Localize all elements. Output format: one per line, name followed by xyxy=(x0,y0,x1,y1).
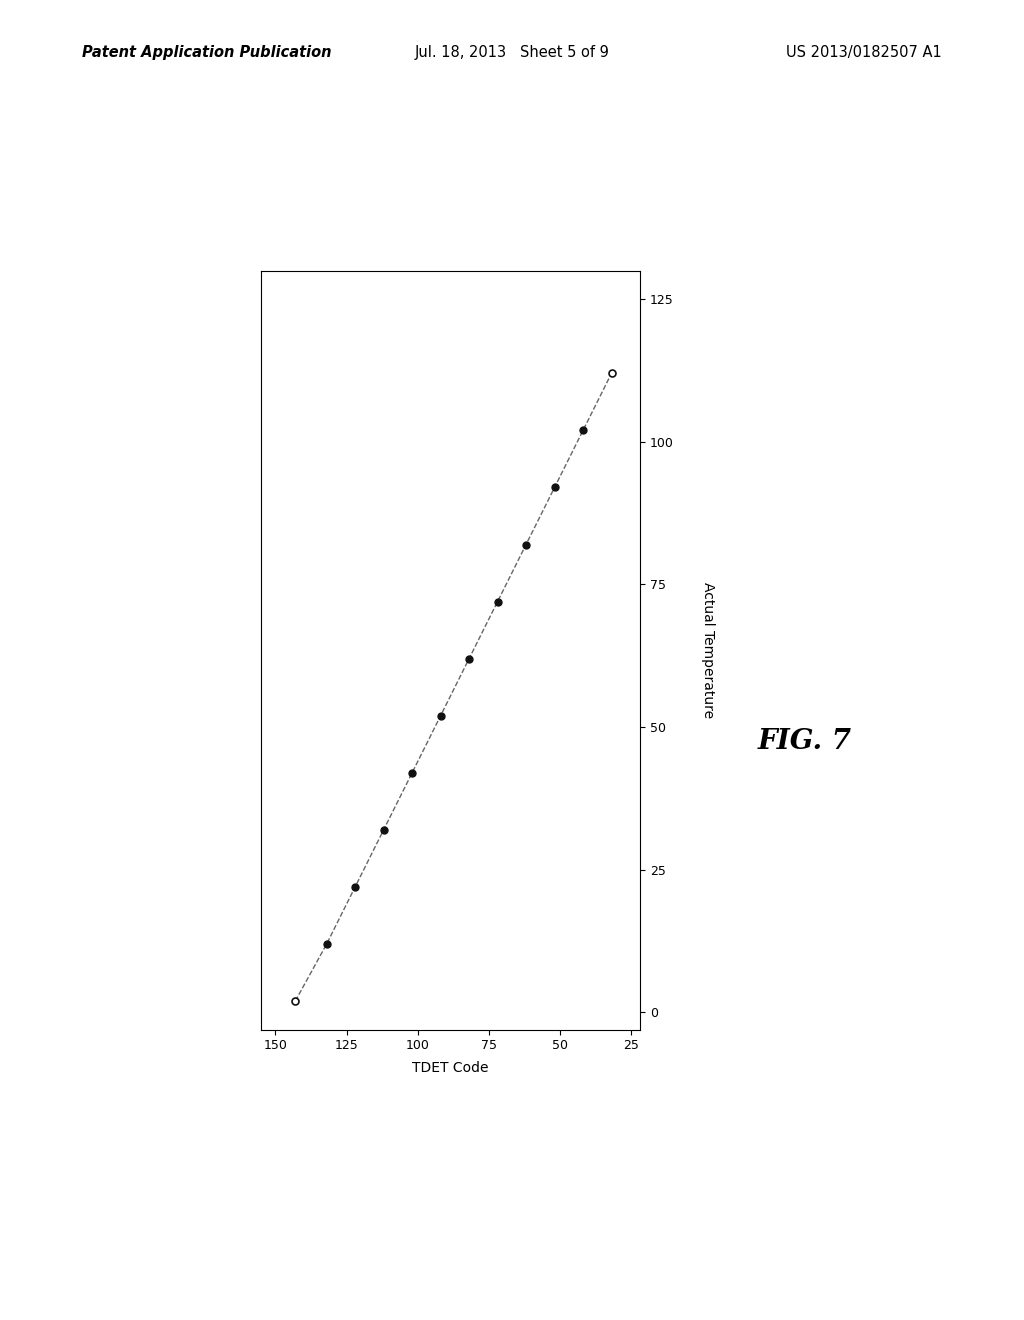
Text: Jul. 18, 2013   Sheet 5 of 9: Jul. 18, 2013 Sheet 5 of 9 xyxy=(415,45,609,59)
Text: Patent Application Publication: Patent Application Publication xyxy=(82,45,332,59)
Text: US 2013/0182507 A1: US 2013/0182507 A1 xyxy=(786,45,942,59)
Text: FIG. 7: FIG. 7 xyxy=(758,727,852,755)
X-axis label: TDET Code: TDET Code xyxy=(413,1061,488,1074)
Y-axis label: Actual Temperature: Actual Temperature xyxy=(701,582,715,718)
